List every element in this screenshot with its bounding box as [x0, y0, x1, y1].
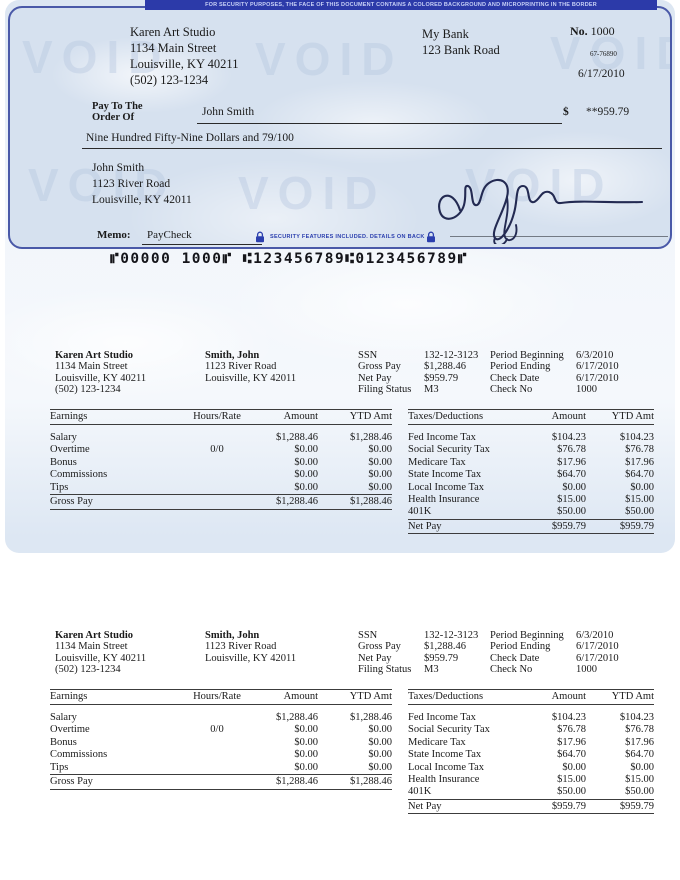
memo-value: PayCheck [147, 229, 192, 241]
deductions-header: Taxes/Deductions Amount YTD Amt [408, 409, 654, 425]
payer-phone: (502) 123-1234 [130, 73, 209, 87]
stub-company-block: Karen Art Studio 1134 Main Street Louisv… [55, 630, 147, 676]
signature-line [450, 236, 668, 237]
memo-label: Memo: [97, 229, 131, 241]
lock-icon [427, 231, 435, 243]
earnings-table: Earnings Hours/Rate Amount YTD Amt Salar… [50, 409, 392, 510]
stub-info-labels-2: Period Beginning Period Ending Check Dat… [490, 350, 564, 396]
payee-addr-name: John Smith [92, 162, 145, 174]
table-row: Tips $0.00 $0.00 [50, 481, 392, 493]
table-row: Bonus $0.00 $0.00 [50, 456, 392, 468]
payer-address-block: Karen Art Studio 1134 Main Street Louisv… [130, 24, 238, 88]
table-row: Salary $1,288.46 $1,288.46 [50, 432, 392, 443]
deductions-table: Taxes/Deductions Amount YTD Amt Fed Inco… [408, 409, 654, 535]
table-row: Fed Income Tax $104.23 $104.23 [408, 432, 654, 443]
void-watermark: VOID [238, 167, 387, 219]
table-row: Health Insurance $15.00 $15.00 [408, 774, 654, 786]
routing-fraction: 67-76890 [590, 50, 617, 58]
table-row: Local Income Tax $0.00 $0.00 [408, 481, 654, 493]
payee-name: John Smith [202, 106, 255, 118]
stub-employee-block: Smith, John 1123 River Road Louisville, … [205, 350, 297, 384]
check: VOID VOID VOID VOID VOID VOID Karen Art … [8, 6, 672, 249]
stub-company-block: Karen Art Studio 1134 Main Street Louisv… [55, 350, 147, 396]
earnings-header: Earnings Hours/Rate Amount YTD Amt [50, 409, 392, 425]
security-banner: FOR SECURITY PURPOSES, THE FACE OF THIS … [145, 0, 657, 10]
deductions-header: Taxes/Deductions Amount YTD Amt [408, 689, 654, 705]
void-watermark: VOID [550, 27, 670, 79]
payer-street: 1134 Main Street [130, 41, 217, 55]
payee-underline [197, 123, 562, 124]
dollar-sign: $ [563, 106, 569, 118]
table-row: Local Income Tax $0.00 $0.00 [408, 761, 654, 773]
micr-line: ⑈00000 1000⑈ ⑆123456789⑆0123456789⑈ [110, 251, 468, 267]
check-number-label: No. [570, 24, 588, 38]
table-row: Overtime 0/0 $0.00 $0.00 [50, 724, 392, 736]
earnings-table: Earnings Hours/Rate Amount YTD Amt Salar… [50, 689, 392, 790]
table-row: State Income Tax $64.70 $64.70 [408, 469, 654, 481]
table-row: Social Security Tax $76.78 $76.78 [408, 724, 654, 736]
signature [438, 178, 644, 244]
net-pay-row: Net Pay $959.79 $959.79 [408, 798, 654, 815]
stub-info-labels-2: Period Beginning Period Ending Check Dat… [490, 630, 564, 676]
earnings-header: Earnings Hours/Rate Amount YTD Amt [50, 689, 392, 705]
memo-underline [142, 244, 262, 245]
table-row: Health Insurance $15.00 $15.00 [408, 494, 654, 506]
void-watermark: VOID [255, 33, 404, 85]
bank-street: 123 Bank Road [422, 43, 500, 57]
table-row: Commissions $0.00 $0.00 [50, 469, 392, 481]
payee-address-block: John Smith 1123 River Road Louisville, K… [92, 160, 192, 208]
table-row: Overtime 0/0 $0.00 $0.00 [50, 444, 392, 456]
amount-words-underline [82, 148, 662, 149]
check-date: 6/17/2010 [578, 68, 625, 80]
table-row: Tips $0.00 $0.00 [50, 761, 392, 773]
payer-name: Karen Art Studio [130, 25, 216, 39]
table-row: State Income Tax $64.70 $64.70 [408, 749, 654, 761]
gross-pay-row: Gross Pay $1,288.46 $1,288.46 [50, 494, 392, 510]
payee-addr-street: 1123 River Road [92, 178, 171, 190]
amount-words: Nine Hundred Fifty-Nine Dollars and 79/1… [86, 132, 294, 144]
table-row: 401K $50.00 $50.00 [408, 786, 654, 798]
payer-city: Louisville, KY 40211 [130, 57, 239, 71]
bank-address-block: My Bank 123 Bank Road [422, 26, 500, 58]
table-row: Medicare Tax $17.96 $17.96 [408, 736, 654, 748]
table-row: Social Security Tax $76.78 $76.78 [408, 444, 654, 456]
security-note: SECURITY FEATURES INCLUDED. DETAILS ON B… [270, 234, 425, 240]
check-number: No. 1000 [570, 24, 615, 39]
pay-stub-2: Karen Art Studio 1134 Main Street Louisv… [0, 630, 680, 825]
deductions-table: Taxes/Deductions Amount YTD Amt Fed Inco… [408, 689, 654, 815]
bank-name: My Bank [422, 27, 469, 41]
stub-info-labels-1: SSN Gross Pay Net Pay Filing Status [358, 630, 412, 676]
stub-info-values-2: 6/3/2010 6/17/2010 6/17/2010 1000 [576, 350, 619, 396]
stub-info-labels-1: SSN Gross Pay Net Pay Filing Status [358, 350, 412, 396]
void-watermark: VOID [22, 31, 171, 83]
amount-numeric: **959.79 [586, 106, 630, 118]
payee-addr-city: Louisville, KY 42011 [92, 194, 192, 206]
stub-info-values-2: 6/3/2010 6/17/2010 6/17/2010 1000 [576, 630, 619, 676]
pay-stub-1: Karen Art Studio 1134 Main Street Louisv… [0, 350, 680, 545]
gross-pay-row: Gross Pay $1,288.46 $1,288.46 [50, 774, 392, 790]
stub-info-values-1: 132-12-3123 $1,288.46 $959.79 M3 [424, 630, 479, 676]
pay-to-label: Pay To The Order Of [92, 101, 143, 123]
table-row: Medicare Tax $17.96 $17.96 [408, 456, 654, 468]
stub-employee-block: Smith, John 1123 River Road Louisville, … [205, 630, 297, 664]
table-row: 401K $50.00 $50.00 [408, 506, 654, 518]
stub-info-values-1: 132-12-3123 $1,288.46 $959.79 M3 [424, 350, 479, 396]
table-row: Salary $1,288.46 $1,288.46 [50, 712, 392, 723]
table-row: Fed Income Tax $104.23 $104.23 [408, 712, 654, 723]
table-row: Commissions $0.00 $0.00 [50, 749, 392, 761]
net-pay-row: Net Pay $959.79 $959.79 [408, 518, 654, 535]
check-number-value: 1000 [590, 24, 615, 38]
void-watermark: VOID [28, 159, 177, 211]
table-row: Bonus $0.00 $0.00 [50, 736, 392, 748]
lock-icon [256, 231, 264, 243]
